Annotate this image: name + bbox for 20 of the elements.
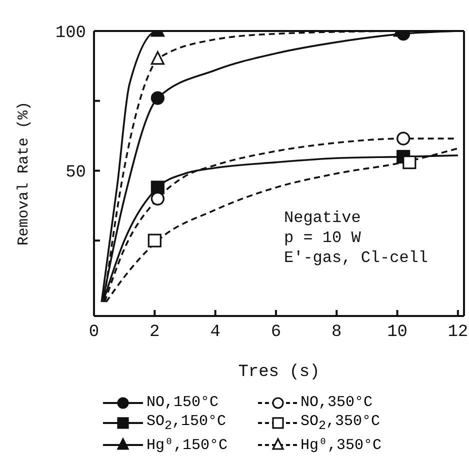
x-tick-label: 2: [150, 323, 160, 342]
annotation: p = 10 W: [284, 228, 362, 248]
x-axis-title: Tres (s): [238, 363, 320, 382]
annotation: Negative: [284, 208, 362, 228]
x-tick-label: 4: [210, 323, 220, 342]
x-tick-label: 0: [88, 323, 100, 342]
x-tick-label: 6: [270, 323, 282, 342]
legend-label: Hg⁰,150°C: [146, 437, 228, 454]
y-axis-title: Removal Rate (%): [15, 101, 32, 246]
legend-label: NO,350°C: [300, 394, 373, 411]
legend-label: Hg⁰,350°C: [300, 437, 382, 454]
x-tick-label: 12: [448, 323, 468, 342]
x-tick-label: 10: [387, 323, 408, 342]
legend-label: SO$_{2}$,150°C: [146, 413, 226, 433]
y-tick-label: 100: [55, 24, 86, 44]
y-tick-label: 50: [66, 164, 86, 183]
annotation: E'-gas, Cl-cell: [284, 248, 428, 268]
legend-label: SO$_{2}$,350°C: [300, 413, 380, 433]
legend-label: NO,150°C: [146, 394, 218, 411]
x-tick-label: 8: [332, 323, 342, 342]
